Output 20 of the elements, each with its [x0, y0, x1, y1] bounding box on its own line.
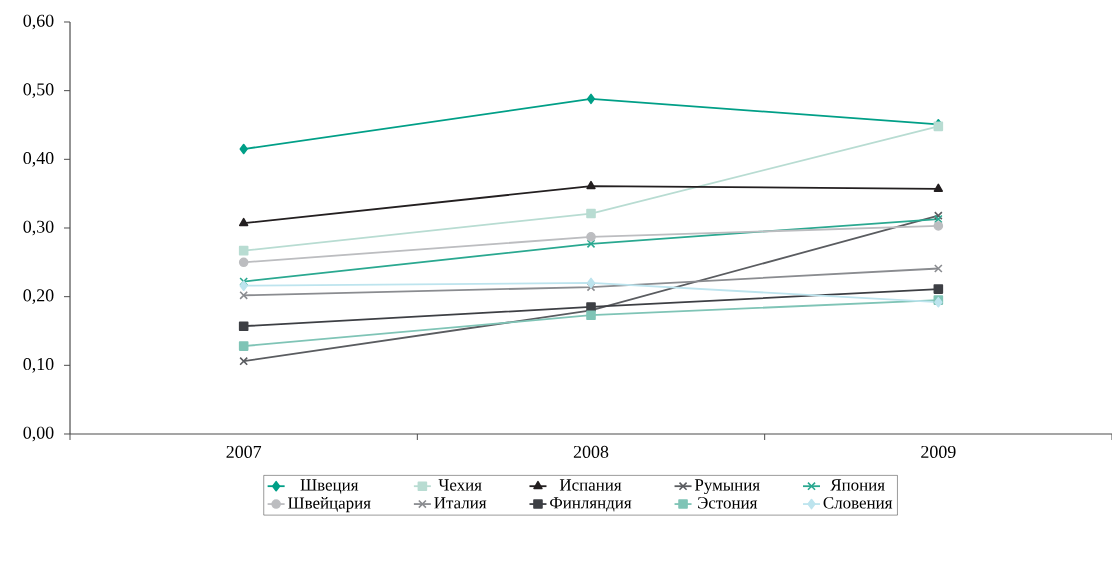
legend-label: Италия: [434, 497, 487, 509]
y-tick-label: 0,20: [23, 289, 54, 304]
x-tick-label: 2009: [921, 445, 956, 458]
y-tick-label: 0,60: [23, 14, 54, 30]
legend-label: Швеция: [300, 479, 359, 494]
legend-label: Румыния: [694, 479, 760, 495]
legend-label: Испания: [559, 479, 622, 491]
legend-label: Словения: [823, 497, 893, 509]
legend-label: Швейцария: [288, 496, 371, 513]
legend-label: Чехия: [438, 479, 482, 491]
y-tick-label: 0,50: [23, 83, 54, 98]
x-tick-label: 2007: [226, 445, 262, 458]
y-tick-label: 0,10: [23, 357, 54, 373]
y-tick-label: 0,00: [23, 426, 54, 442]
x-tick-label: 2008: [573, 445, 609, 458]
y-tick-label: 0,40: [23, 151, 54, 167]
y-tick-label: 0,30: [23, 220, 54, 236]
legend-label: Финляндия: [550, 497, 632, 512]
legend-label: Эстония: [698, 497, 758, 509]
legend-label: Япония: [830, 479, 885, 491]
